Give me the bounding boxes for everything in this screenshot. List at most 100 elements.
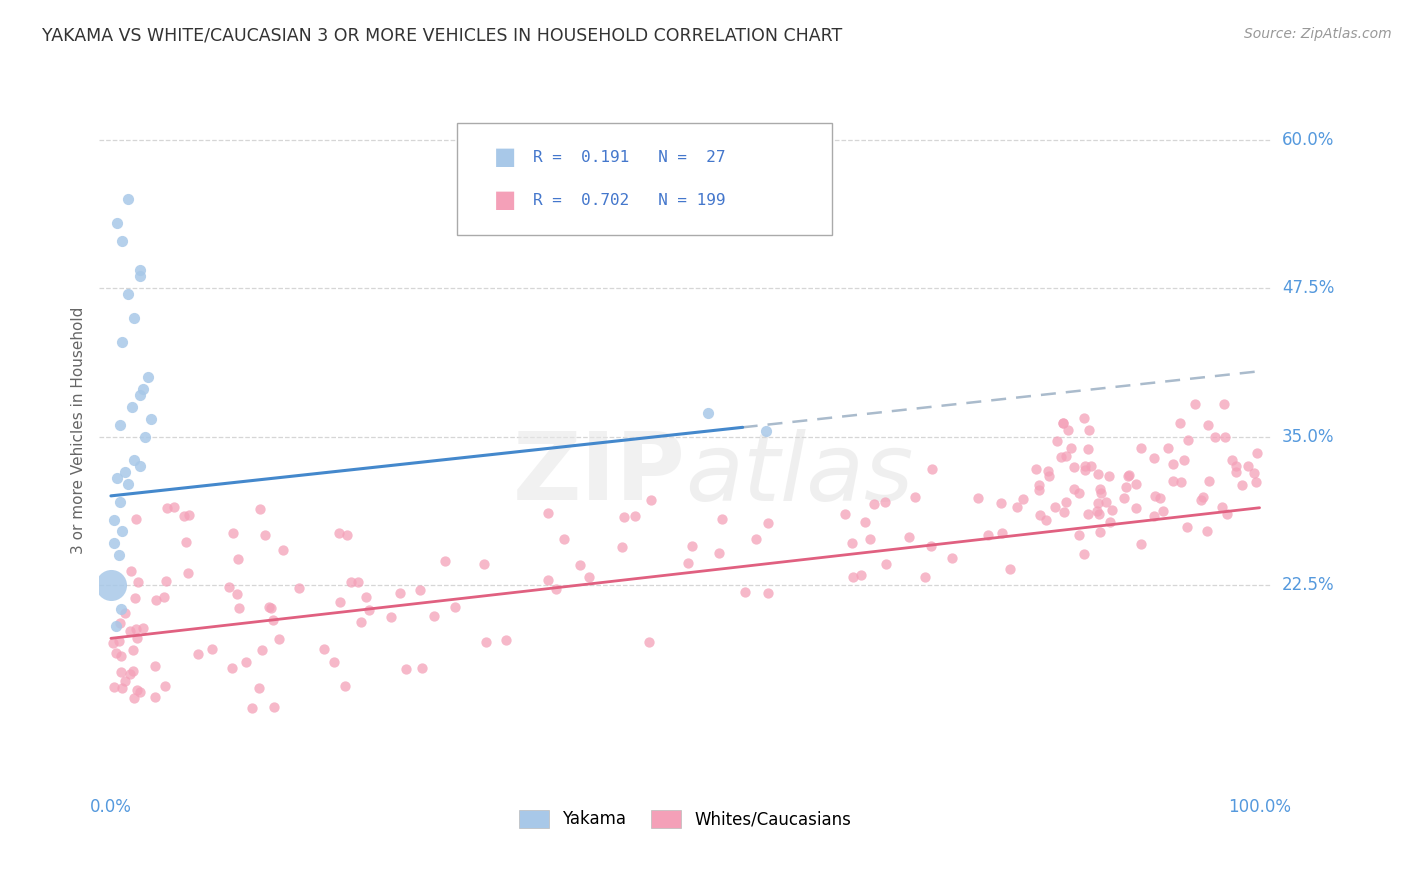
Point bbox=[104, 619, 127, 633]
Point bbox=[853, 516, 876, 530]
Point bbox=[153, 590, 176, 604]
Point bbox=[111, 234, 134, 248]
Point bbox=[222, 526, 245, 541]
Point bbox=[1237, 458, 1260, 473]
Point bbox=[1212, 397, 1234, 411]
Point bbox=[257, 599, 280, 614]
Text: ■: ■ bbox=[495, 188, 516, 212]
Point bbox=[252, 642, 274, 657]
Point bbox=[707, 546, 730, 560]
Point bbox=[118, 667, 141, 681]
Point bbox=[472, 558, 495, 572]
Point bbox=[610, 540, 633, 554]
Point bbox=[103, 536, 125, 550]
Point bbox=[1197, 524, 1219, 538]
Point bbox=[1163, 457, 1185, 471]
Point bbox=[640, 493, 662, 508]
Point bbox=[1038, 469, 1060, 483]
Point bbox=[1197, 417, 1219, 432]
Point bbox=[111, 334, 134, 349]
Point bbox=[1052, 416, 1074, 430]
Point bbox=[1052, 416, 1074, 430]
Point bbox=[863, 497, 886, 511]
Point bbox=[553, 532, 575, 546]
Point bbox=[977, 528, 1000, 542]
Point bbox=[755, 424, 778, 438]
Point bbox=[122, 664, 145, 678]
Point bbox=[676, 556, 699, 570]
Point bbox=[1211, 500, 1233, 515]
Point bbox=[359, 603, 381, 617]
Point bbox=[841, 536, 863, 550]
Point bbox=[128, 269, 150, 284]
Point bbox=[859, 533, 882, 547]
Point bbox=[122, 453, 145, 467]
Point bbox=[1143, 508, 1166, 523]
Point bbox=[110, 601, 132, 615]
Point bbox=[328, 526, 350, 541]
Point bbox=[941, 551, 963, 566]
Point bbox=[128, 685, 150, 699]
Point bbox=[350, 615, 373, 629]
Point bbox=[1088, 507, 1111, 521]
Point bbox=[1028, 478, 1050, 492]
Point bbox=[681, 539, 703, 553]
Point bbox=[744, 532, 766, 546]
Point bbox=[1080, 458, 1102, 473]
Point bbox=[103, 513, 125, 527]
Point bbox=[637, 635, 659, 649]
Text: 35.0%: 35.0% bbox=[1282, 427, 1334, 445]
Point bbox=[1074, 462, 1097, 476]
Point bbox=[1073, 547, 1095, 561]
Point bbox=[734, 585, 756, 599]
Point bbox=[1149, 491, 1171, 505]
Point bbox=[1077, 423, 1099, 437]
Point bbox=[710, 511, 733, 525]
Point bbox=[1088, 483, 1111, 497]
Point bbox=[108, 417, 131, 432]
Point bbox=[347, 574, 370, 589]
Point bbox=[1007, 500, 1029, 515]
Text: ZIP: ZIP bbox=[512, 428, 685, 520]
Text: R =  0.702   N = 199: R = 0.702 N = 199 bbox=[533, 193, 725, 208]
Point bbox=[1152, 504, 1174, 518]
Point bbox=[260, 601, 283, 615]
Point bbox=[1213, 429, 1236, 443]
Point bbox=[1220, 452, 1243, 467]
Point bbox=[247, 681, 270, 695]
Point bbox=[1112, 491, 1135, 505]
Point bbox=[1053, 506, 1076, 520]
Point bbox=[1177, 434, 1199, 448]
Point bbox=[128, 263, 150, 277]
Point bbox=[100, 578, 122, 592]
Point bbox=[288, 581, 311, 595]
Point bbox=[218, 580, 240, 594]
Point bbox=[990, 495, 1012, 509]
Point bbox=[1046, 434, 1069, 448]
Point bbox=[1063, 482, 1085, 496]
Text: 47.5%: 47.5% bbox=[1282, 279, 1334, 297]
Point bbox=[177, 508, 200, 523]
Point bbox=[124, 622, 146, 636]
Point bbox=[108, 495, 131, 509]
Point bbox=[1025, 462, 1047, 476]
Point bbox=[1168, 416, 1191, 430]
Point bbox=[613, 509, 636, 524]
Point bbox=[1050, 450, 1073, 464]
Point bbox=[333, 679, 356, 693]
Point bbox=[1244, 475, 1267, 490]
Point bbox=[443, 600, 465, 615]
Point bbox=[1170, 475, 1192, 490]
Point bbox=[128, 388, 150, 402]
Point bbox=[354, 590, 377, 604]
Point bbox=[163, 500, 186, 514]
Point bbox=[1225, 458, 1247, 473]
Point bbox=[1243, 466, 1265, 480]
Point bbox=[495, 633, 517, 648]
Point bbox=[1191, 490, 1213, 504]
Point bbox=[474, 634, 496, 648]
Text: ■: ■ bbox=[495, 145, 516, 169]
Point bbox=[134, 429, 156, 443]
Point bbox=[1073, 411, 1095, 425]
Point bbox=[187, 647, 209, 661]
